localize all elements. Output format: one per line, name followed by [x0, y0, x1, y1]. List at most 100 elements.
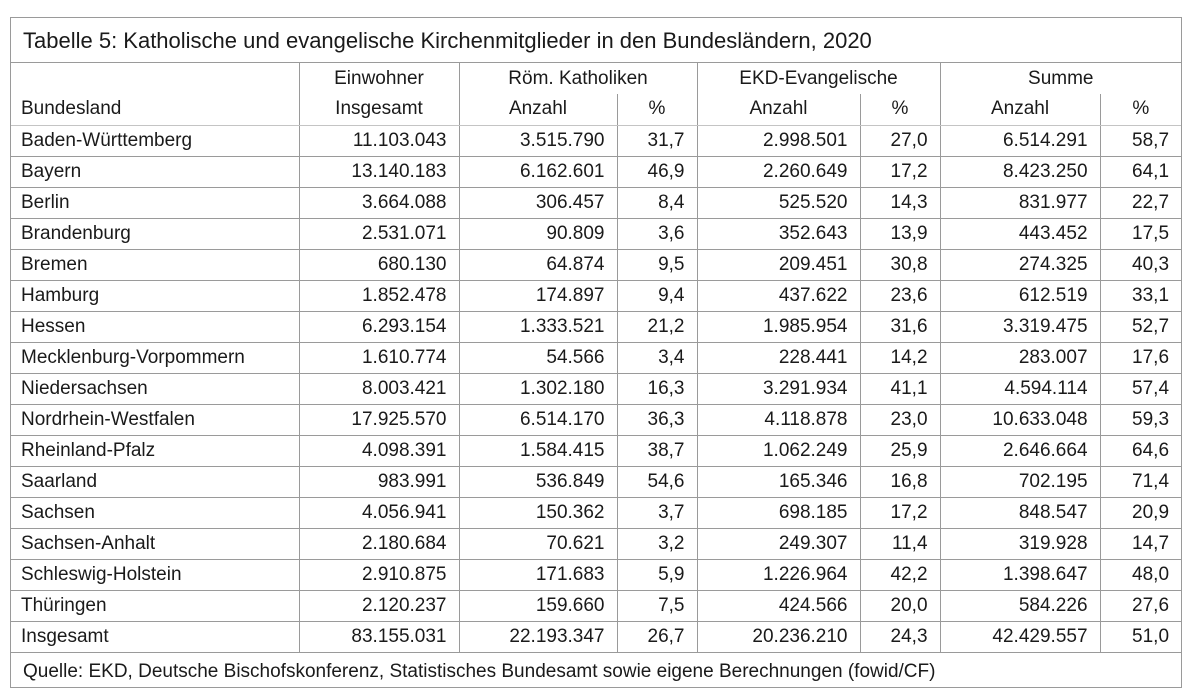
row-label: Nordrhein-Westfalen	[11, 403, 300, 436]
table-cell: 1.584.415	[458, 434, 618, 467]
table-cell: 165.346	[696, 465, 861, 498]
table-row: Mecklenburg-Vorpommern 1.610.774 54.566 3,4…	[11, 341, 1182, 374]
header-cell: Einwohner	[298, 63, 460, 94]
table-cell: 274.325	[939, 248, 1101, 281]
table-cell: 38,7	[616, 434, 698, 467]
table-cell: 848.547	[939, 496, 1101, 529]
table-cell: 17,5	[1099, 217, 1182, 250]
table-cell: 4.098.391	[298, 434, 460, 467]
table-cell: 5,9	[616, 558, 698, 591]
table-cell: 6.293.154	[298, 310, 460, 343]
table-cell: 228.441	[696, 341, 861, 374]
table-cell: 8.003.421	[298, 372, 460, 405]
table-cell: 2.646.664	[939, 434, 1101, 467]
table-cell: 7,5	[616, 589, 698, 622]
table-cell: 14,7	[1099, 527, 1182, 560]
table-cell: 16,3	[616, 372, 698, 405]
row-label: Mecklenburg-Vorpommern	[11, 341, 300, 374]
row-label: Bremen	[11, 248, 300, 281]
table-cell: 6.514.170	[458, 403, 618, 436]
table-cell: 6.162.601	[458, 155, 618, 188]
table-cell: 983.991	[298, 465, 460, 498]
table-cell: 23,0	[859, 403, 941, 436]
table-cell: 13.140.183	[298, 155, 460, 188]
header-cell: Anzahl	[939, 94, 1101, 126]
table-cell: 612.519	[939, 279, 1101, 312]
row-label: Sachsen	[11, 496, 300, 529]
header-cell: Insgesamt	[298, 94, 460, 126]
header-row-groups: Einwohner Röm. Katholiken EKD-Evangelisc…	[11, 63, 1182, 94]
header-cell: Anzahl	[458, 94, 618, 126]
table-cell: 525.520	[696, 186, 861, 219]
table-cell: 2.998.501	[696, 124, 861, 157]
table-cell: 17.925.570	[298, 403, 460, 436]
table-cell: 31,6	[859, 310, 941, 343]
table-row: Insgesamt 83.155.031 22.193.347 26,7 20.236.…	[11, 620, 1182, 653]
header-cell: Anzahl	[696, 94, 861, 126]
table-cell: 2.910.875	[298, 558, 460, 591]
table-cell: 20,9	[1099, 496, 1182, 529]
header-cell: Bundesland	[11, 94, 300, 126]
table-cell: 16,8	[859, 465, 941, 498]
table-row: Baden-Württemberg 11.103.043 3.515.790 31,7…	[11, 124, 1182, 157]
header-cell: Röm. Katholiken	[458, 63, 698, 94]
table-row: Brandenburg 2.531.071 90.809 3,6 352.643 13,9…	[11, 217, 1182, 250]
table-cell: 4.594.114	[939, 372, 1101, 405]
row-label: Insgesamt	[11, 620, 300, 653]
table-cell: 3,7	[616, 496, 698, 529]
table-row: Niedersachsen 8.003.421 1.302.180 16,3 3.291…	[11, 372, 1182, 405]
table-cell: 3,6	[616, 217, 698, 250]
row-label: Hamburg	[11, 279, 300, 312]
table-cell: 3,2	[616, 527, 698, 560]
table-cell: 42,2	[859, 558, 941, 591]
table-cell: 319.928	[939, 527, 1101, 560]
table-cell: 90.809	[458, 217, 618, 250]
table-cell: 54.566	[458, 341, 618, 374]
table-cell: 21,2	[616, 310, 698, 343]
row-label: Berlin	[11, 186, 300, 219]
row-label: Bayern	[11, 155, 300, 188]
table-cell: 20.236.210	[696, 620, 861, 653]
table-cell: 424.566	[696, 589, 861, 622]
table-cell: 13,9	[859, 217, 941, 250]
table-cell: 24,3	[859, 620, 941, 653]
table-cell: 17,6	[1099, 341, 1182, 374]
table-cell: 171.683	[458, 558, 618, 591]
table-cell: 306.457	[458, 186, 618, 219]
table-row: Thüringen 2.120.237 159.660 7,5 424.566 20,0 5…	[11, 589, 1182, 622]
row-label: Rheinland-Pfalz	[11, 434, 300, 467]
table-row: Saarland 983.991 536.849 54,6 165.346 16,8 702…	[11, 465, 1182, 498]
table-cell: 48,0	[1099, 558, 1182, 591]
table-cell: 54,6	[616, 465, 698, 498]
table-cell: 30,8	[859, 248, 941, 281]
table-row: Nordrhein-Westfalen 17.925.570 6.514.170 36…	[11, 403, 1182, 436]
table-cell: 352.643	[696, 217, 861, 250]
table-cell: 57,4	[1099, 372, 1182, 405]
table-cell: 22,7	[1099, 186, 1182, 219]
table-cell: 437.622	[696, 279, 861, 312]
table-cell: 46,9	[616, 155, 698, 188]
table-cell: 40,3	[1099, 248, 1182, 281]
table-cell: 150.362	[458, 496, 618, 529]
table-cell: 536.849	[458, 465, 618, 498]
table-cell: 83.155.031	[298, 620, 460, 653]
table-cell: 6.514.291	[939, 124, 1101, 157]
table-cell: 8.423.250	[939, 155, 1101, 188]
table-cell: 27,0	[859, 124, 941, 157]
table-cell: 58,7	[1099, 124, 1182, 157]
table-cell: 17,2	[859, 155, 941, 188]
header-cell: %	[1099, 94, 1182, 126]
table-cell: 20,0	[859, 589, 941, 622]
table-cell: 26,7	[616, 620, 698, 653]
row-label: Brandenburg	[11, 217, 300, 250]
table-cell: 17,2	[859, 496, 941, 529]
table-cell: 11.103.043	[298, 124, 460, 157]
table-cell: 1.852.478	[298, 279, 460, 312]
table-frame: Tabelle 5: Katholische und evangelische …	[10, 17, 1182, 688]
row-label: Baden-Württemberg	[11, 124, 300, 157]
table-row: Hessen 6.293.154 1.333.521 21,2 1.985.954 31,…	[11, 310, 1182, 343]
table-cell: 3.664.088	[298, 186, 460, 219]
table-cell: 443.452	[939, 217, 1101, 250]
table-cell: 1.398.647	[939, 558, 1101, 591]
table-cell: 25,9	[859, 434, 941, 467]
